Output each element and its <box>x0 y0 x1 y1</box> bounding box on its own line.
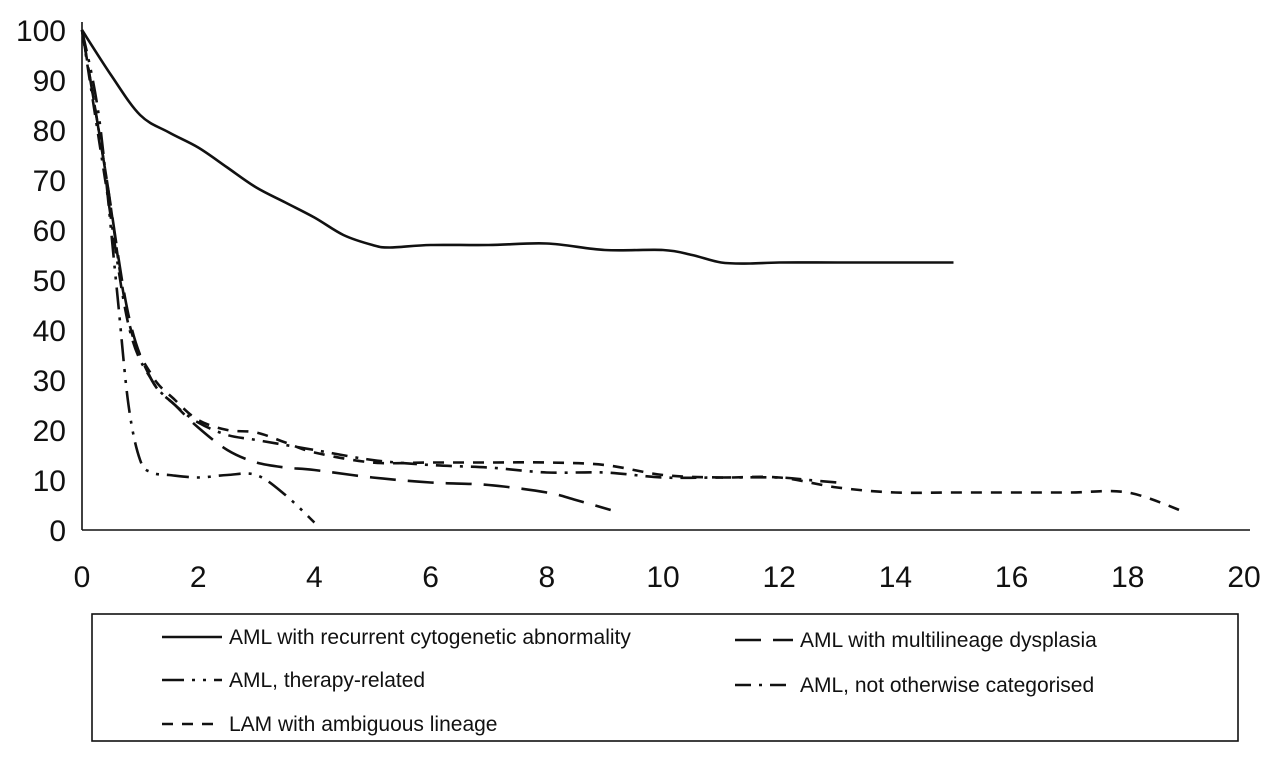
y-tick-label: 20 <box>33 415 66 448</box>
legend-item: LAM with ambiguous lineage <box>162 713 498 736</box>
y-tick-label: 40 <box>33 315 66 348</box>
y-tick-label: 60 <box>33 215 66 248</box>
x-tick-labels: 0 2 4 6 8 10 12 14 16 18 20 <box>74 561 1261 594</box>
x-tick-label: 16 <box>995 561 1028 594</box>
x-tick-label: 10 <box>646 561 679 594</box>
x-tick-label: 20 <box>1227 561 1260 594</box>
series-line <box>80 29 1187 514</box>
series-line <box>80 29 316 524</box>
legend: AML with recurrent cytogenetic abnormali… <box>91 613 1239 742</box>
legend-item: AML with recurrent cytogenetic abnormali… <box>162 626 631 649</box>
x-tick-label: 4 <box>306 561 323 594</box>
y-tick-label: 50 <box>33 265 66 298</box>
series-line <box>80 29 612 512</box>
legend-label: AML with multilineage dysplasia <box>800 629 1097 652</box>
x-tick-label: 14 <box>879 561 912 594</box>
legend-item: AML, not otherwise categorised <box>735 674 1094 697</box>
y-tick-label: 30 <box>33 365 66 398</box>
series-lines <box>80 29 1187 524</box>
y-tick-label: 0 <box>49 515 66 548</box>
x-tick-label: 6 <box>422 561 439 594</box>
x-tick-label: 12 <box>763 561 796 594</box>
legend-items: AML with recurrent cytogenetic abnormali… <box>162 626 1097 736</box>
series-line <box>80 29 954 265</box>
series-line <box>80 29 838 484</box>
x-tick-label: 18 <box>1111 561 1144 594</box>
legend-item: AML with multilineage dysplasia <box>735 629 1097 652</box>
legend-item: AML, therapy-related <box>162 669 425 692</box>
legend-box <box>91 613 1239 742</box>
legend-label: AML, not otherwise categorised <box>800 674 1094 697</box>
y-tick-label: 70 <box>33 165 66 198</box>
y-tick-label: 90 <box>33 65 66 98</box>
y-tick-labels: 0 10 20 30 40 50 60 70 80 90 100 <box>16 15 66 548</box>
x-tick-label: 8 <box>538 561 555 594</box>
y-tick-label: 100 <box>16 15 66 48</box>
x-tick-label: 2 <box>190 561 207 594</box>
legend-label: LAM with ambiguous lineage <box>229 713 498 736</box>
y-tick-label: 10 <box>33 465 66 498</box>
x-tick-label: 0 <box>74 561 91 594</box>
y-tick-label: 80 <box>33 115 66 148</box>
legend-label: AML, therapy-related <box>229 669 425 692</box>
legend-label: AML with recurrent cytogenetic abnormali… <box>229 626 631 649</box>
axes <box>81 22 1250 531</box>
